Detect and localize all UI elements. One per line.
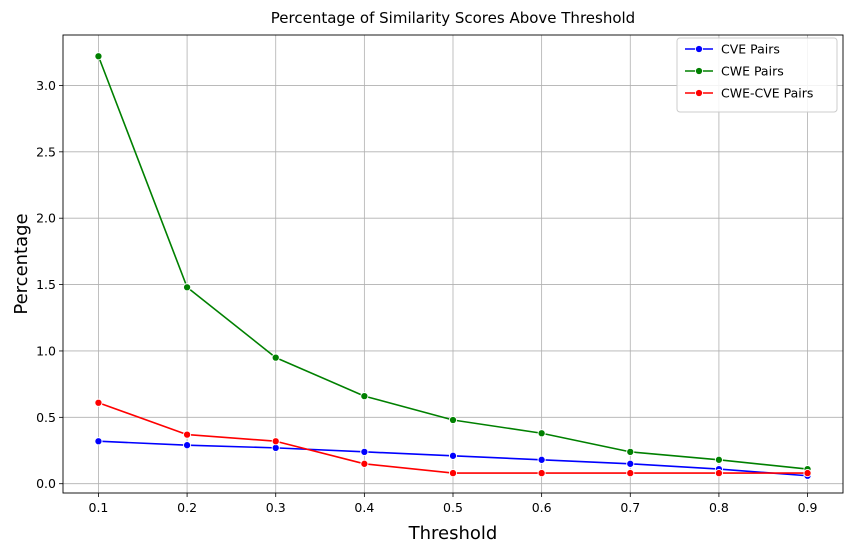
legend: CVE Pairs CWE Pairs CWE-CVE Pairs <box>676 37 838 113</box>
series-lines <box>94 52 812 480</box>
legend-item: CWE Pairs <box>685 64 784 79</box>
y-tick-label: 1.0 <box>36 343 56 358</box>
data-point <box>714 455 723 464</box>
x-axis-title: Threshold <box>408 523 498 544</box>
legend-item: CVE Pairs <box>685 42 780 57</box>
data-point <box>94 437 103 446</box>
data-point <box>360 392 369 401</box>
x-tick-label: 0.8 <box>709 500 729 515</box>
legend-swatch-marker <box>694 88 704 98</box>
legend-label: CWE Pairs <box>721 64 784 79</box>
grid <box>63 35 843 493</box>
x-tick-label: 0.4 <box>354 500 374 515</box>
x-tick-label: 0.2 <box>177 500 197 515</box>
series-cve-pairs <box>94 437 812 480</box>
y-tick-label: 0.5 <box>36 410 56 425</box>
chart-title: Percentage of Similarity Scores Above Th… <box>271 9 635 27</box>
data-point <box>537 455 546 464</box>
data-point <box>803 469 812 478</box>
data-point <box>537 469 546 478</box>
legend-label: CVE Pairs <box>721 42 780 57</box>
x-tick-label: 0.5 <box>443 500 463 515</box>
data-point <box>537 429 546 438</box>
axis-ticks: 0.1 0.2 0.3 0.4 0.5 0.6 0.7 0.8 0.9 0.0 0.5 1.0 1.5 2… <box>36 78 817 515</box>
x-tick-label: 0.3 <box>266 500 286 515</box>
data-point <box>448 415 458 425</box>
legend-swatch-marker <box>694 66 704 76</box>
y-tick-label: 2.0 <box>36 211 56 226</box>
data-point <box>626 447 635 456</box>
x-tick-label: 0.1 <box>89 500 109 515</box>
data-point <box>360 459 369 468</box>
y-tick-label: 1.5 <box>36 277 56 292</box>
data-point <box>271 443 280 452</box>
x-tick-label: 0.9 <box>798 500 818 515</box>
data-point <box>448 469 458 478</box>
y-tick-label: 2.5 <box>36 144 56 159</box>
y-axis-title: Percentage <box>11 213 32 314</box>
legend-swatch-marker <box>694 44 704 54</box>
data-point <box>183 430 192 439</box>
data-point <box>183 441 192 450</box>
data-point <box>626 459 635 468</box>
x-tick-label: 0.7 <box>620 500 640 515</box>
y-tick-label: 0.0 <box>36 476 56 491</box>
data-point <box>94 398 103 407</box>
legend-label: CWE-CVE Pairs <box>721 86 813 101</box>
data-point <box>183 283 192 292</box>
y-tick-label: 3.0 <box>36 78 56 93</box>
x-tick-label: 0.6 <box>532 500 552 515</box>
data-point <box>626 469 635 478</box>
legend-box <box>676 37 838 113</box>
data-point <box>94 52 103 61</box>
legend-item: CWE-CVE Pairs <box>685 86 813 101</box>
series-cwe-cve-pairs <box>94 398 812 478</box>
data-point <box>360 447 369 456</box>
data-point <box>448 451 458 460</box>
data-point <box>271 437 280 446</box>
data-point <box>714 469 723 478</box>
data-point <box>271 353 280 362</box>
